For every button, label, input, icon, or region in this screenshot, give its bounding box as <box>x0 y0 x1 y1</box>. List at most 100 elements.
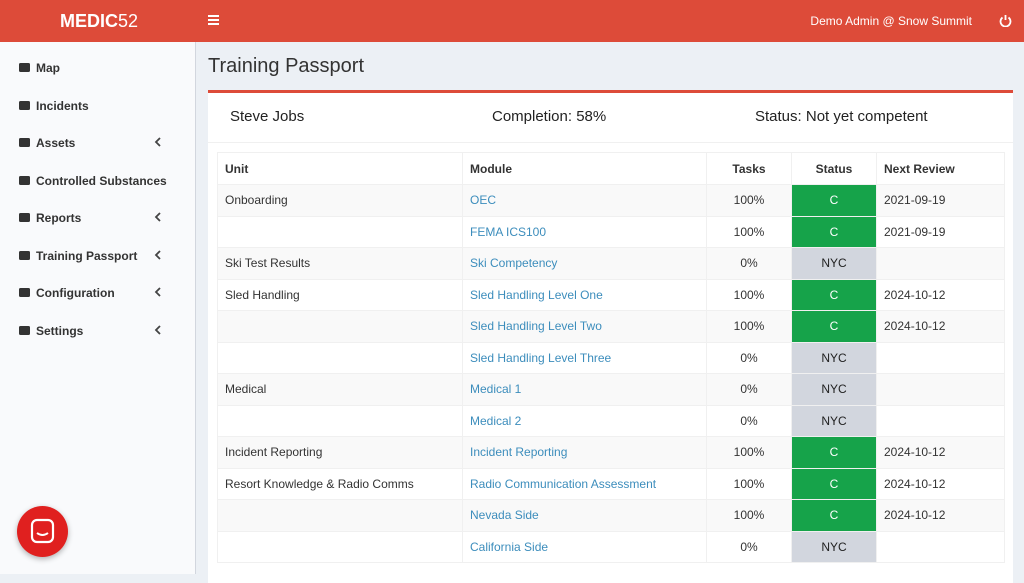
module-link[interactable]: Ski Competency <box>462 247 707 280</box>
nav-label[interactable]: Configuration <box>36 286 115 300</box>
table-row: Medical 2 0% NYC <box>217 404 1005 437</box>
nav-item[interactable]: Incidents <box>0 96 195 116</box>
review-date <box>876 373 1005 406</box>
unit-cell <box>217 499 463 532</box>
unit-cell: Sled Handling <box>217 278 463 311</box>
trainee-name: Steve Jobs <box>230 108 305 125</box>
nav-label[interactable]: Incidents <box>36 98 89 113</box>
brand[interactable]: MEDIC52 <box>60 11 138 32</box>
page-title: Training Passport <box>208 55 364 77</box>
nav-item[interactable]: Controlled Substances <box>0 171 195 191</box>
nav-icon <box>19 213 30 222</box>
nav-item[interactable]: Configuration <box>0 283 195 303</box>
review-date: 2021-09-19 <box>876 184 1005 217</box>
unit-cell: Resort Knowledge & Radio Comms <box>217 467 463 500</box>
nav-chevron[interactable] <box>154 286 162 300</box>
status-cell: C <box>791 436 877 469</box>
table-row: Onboarding OEC 100% C 2021-09-19 <box>217 184 1005 217</box>
review-date <box>876 404 1005 437</box>
module-link[interactable]: Sled Handling Level One <box>462 278 707 311</box>
nav-chevron[interactable] <box>154 211 162 225</box>
status-cell: C <box>791 467 877 500</box>
nav-chevron[interactable] <box>154 136 162 150</box>
tasks-cell: 100% <box>706 310 792 343</box>
module-link[interactable]: California Side <box>462 530 707 563</box>
unit-cell <box>217 530 463 563</box>
overall-status: Status: Not yet competent <box>755 108 928 125</box>
module-link[interactable]: Medical 2 <box>462 404 707 437</box>
nav-chevron[interactable] <box>154 249 162 263</box>
tasks-cell: 0% <box>706 530 792 563</box>
column-header: Next Review <box>876 152 1005 185</box>
nav-icon <box>19 250 30 260</box>
module-link[interactable]: Nevada Side <box>462 499 707 532</box>
tasks-cell: 0% <box>706 247 792 280</box>
unit-cell: Medical <box>217 373 463 406</box>
chat-icon[interactable] <box>17 506 68 557</box>
nav-label[interactable]: Map <box>36 61 60 75</box>
status-cell: NYC <box>791 530 877 563</box>
tasks-cell: 0% <box>706 341 792 374</box>
nav-item[interactable]: Assets <box>0 133 195 153</box>
review-date <box>876 341 1005 374</box>
review-date: 2024-10-12 <box>876 310 1005 343</box>
status-cell: C <box>791 499 877 532</box>
nav-label[interactable]: Assets <box>36 136 76 150</box>
tasks-cell: 100% <box>706 436 792 469</box>
nav-chevron[interactable] <box>154 324 162 338</box>
nav-label[interactable]: Reports <box>36 211 82 225</box>
module-link[interactable]: FEMA ICS100 <box>462 215 707 248</box>
table-row: Sled Handling Level Three 0% NYC <box>217 341 1005 374</box>
nav-label[interactable]: Training Passport <box>36 248 138 263</box>
unit-cell <box>217 215 463 248</box>
nav-item[interactable]: Reports <box>0 208 195 228</box>
table-row: Medical Medical 1 0% NYC <box>217 373 1005 406</box>
module-link[interactable]: Incident Reporting <box>462 436 707 469</box>
status-cell: C <box>791 215 877 248</box>
review-date: 2021-09-19 <box>876 215 1005 248</box>
nav-icon <box>19 325 30 335</box>
nav-item[interactable]: Map <box>0 58 195 78</box>
table-row: Nevada Side 100% C 2024-10-12 <box>217 499 1005 532</box>
table-row: Sled Handling Level Two 100% C 2024-10-12 <box>217 310 1005 343</box>
menu-toggle[interactable] <box>208 15 220 26</box>
unit-cell <box>217 341 463 374</box>
tasks-cell: 100% <box>706 467 792 500</box>
nav-item[interactable]: Training Passport <box>0 246 195 266</box>
tasks-cell: 100% <box>706 184 792 217</box>
logout[interactable] <box>999 14 1012 27</box>
module-link[interactable]: Medical 1 <box>462 373 707 406</box>
module-link[interactable]: Radio Communication Assessment <box>462 467 707 500</box>
nav-label[interactable]: Settings <box>36 323 84 338</box>
tasks-cell: 100% <box>706 215 792 248</box>
status-cell: NYC <box>791 373 877 406</box>
review-date <box>876 247 1005 280</box>
nav-item[interactable]: Settings <box>0 321 195 341</box>
status-cell: C <box>791 278 877 311</box>
unit-cell <box>217 404 463 437</box>
completion: Completion: 58% <box>492 108 607 125</box>
module-link[interactable]: OEC <box>462 184 707 217</box>
column-header: Status <box>791 152 877 185</box>
table-row: Resort Knowledge & Radio Comms Radio Comm… <box>217 467 1005 500</box>
brand-bold[interactable]: MEDIC <box>60 11 118 31</box>
top-bar: MEDIC52 Demo Admin @ Snow Summit <box>0 0 1024 42</box>
module-link[interactable]: Sled Handling Level Three <box>462 341 707 374</box>
review-date: 2024-10-12 <box>876 278 1005 311</box>
review-date: 2024-10-12 <box>876 436 1005 469</box>
nav-icon <box>19 63 30 72</box>
nav-label[interactable]: Controlled Substances <box>36 173 167 188</box>
unit-cell <box>217 310 463 343</box>
unit-cell: Onboarding <box>217 184 463 217</box>
status-cell: C <box>791 310 877 343</box>
column-header: Module <box>462 152 707 185</box>
nav-icon <box>19 138 30 147</box>
table-row: California Side 0% NYC <box>217 530 1005 563</box>
nav-icon <box>19 288 30 297</box>
chat-launcher[interactable] <box>17 506 68 557</box>
user-menu[interactable]: Demo Admin @ Snow Summit <box>810 14 972 28</box>
status-cell: NYC <box>791 247 877 280</box>
module-link[interactable]: Sled Handling Level Two <box>462 310 707 343</box>
unit-cell: Incident Reporting <box>217 436 463 469</box>
brand-light[interactable]: 52 <box>118 11 139 31</box>
